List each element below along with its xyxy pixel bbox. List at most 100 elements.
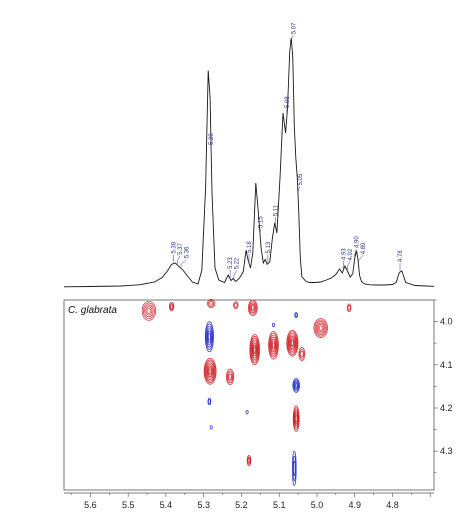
contour-level <box>209 301 214 306</box>
contour-level <box>170 304 173 309</box>
peak-label: 5.13 <box>266 241 272 253</box>
contour-level <box>293 409 299 429</box>
contour-level <box>294 411 299 427</box>
negative-contour-peak <box>292 450 297 487</box>
contour-level <box>250 303 256 312</box>
contour-level <box>288 334 297 352</box>
contour-level <box>142 302 155 319</box>
contour-level <box>205 362 215 381</box>
contour-level <box>169 303 174 310</box>
contour-level <box>246 455 252 467</box>
positive-contour-peak <box>203 357 217 385</box>
spectrum-trace <box>63 37 435 288</box>
contour-level <box>346 303 352 313</box>
contour-level <box>227 372 233 382</box>
contour-level <box>250 337 259 362</box>
contour-level <box>249 334 260 366</box>
x-tick-label: 5.2 <box>235 500 248 510</box>
contour-level <box>225 368 235 386</box>
positive-contour-peak <box>225 368 235 386</box>
contour-level <box>146 307 152 314</box>
negative-contour-peak <box>245 410 249 415</box>
contour-level <box>313 318 328 338</box>
x-axis: 5.6 5.5 5.4 5.3 5.2 5.1 5.0 4.9 4.8 <box>64 492 434 510</box>
positive-contour-peak <box>207 298 216 309</box>
peak-label: 5.23 <box>228 257 234 269</box>
contour-level <box>299 349 305 359</box>
contour-level <box>292 378 300 393</box>
peak-label-leader <box>180 259 187 268</box>
peak-label: 5.11 <box>273 204 279 216</box>
negative-contour-peak <box>209 425 213 430</box>
contour-level <box>145 306 153 316</box>
peak-label: 5.15 <box>258 216 264 228</box>
x-tick-label: 5.6 <box>84 500 97 510</box>
contour-level <box>245 410 249 415</box>
peak-label: 5.18 <box>247 241 253 253</box>
contour-level <box>253 346 256 353</box>
peak-label: 5.07 <box>291 22 297 34</box>
contour-level <box>207 397 212 406</box>
peak-label: 5.05 <box>298 173 304 185</box>
contour-level <box>300 350 304 358</box>
positive-contour-peak <box>249 334 260 366</box>
contour-level <box>249 302 257 314</box>
contour-level <box>269 334 278 356</box>
contour-level <box>293 380 299 391</box>
contour-level <box>292 450 297 487</box>
peak-label: 4.93 <box>341 248 347 260</box>
positive-contour-peak <box>247 299 258 316</box>
contour-level <box>292 455 296 482</box>
positive-contour-peak <box>298 347 306 361</box>
peak-label: 5.28 <box>209 133 215 145</box>
contour-level <box>204 321 214 353</box>
contour-level <box>272 342 275 349</box>
contour-peaks <box>141 298 352 487</box>
positive-contour-peak <box>313 318 328 338</box>
contour-level <box>248 301 257 315</box>
contour-level <box>318 325 323 331</box>
contour-level <box>251 339 259 360</box>
contour-level <box>204 359 216 384</box>
contour-level <box>209 425 213 430</box>
peak-label-leader <box>358 255 364 264</box>
x-tick-label: 4.9 <box>348 500 361 510</box>
contour-level <box>251 305 255 311</box>
contour-level <box>316 322 325 334</box>
contour-level <box>207 367 213 376</box>
contour-level <box>228 373 232 380</box>
y-tick-label: 4.0 <box>440 317 453 327</box>
positive-contour-peak <box>246 455 252 467</box>
contour-level <box>287 332 298 354</box>
contour-level <box>271 340 276 351</box>
contour-level <box>294 382 299 389</box>
x-tick-label: 5.4 <box>160 500 173 510</box>
peak-labels: 5.38 5.37 5.36 5.28 5.23 5.22 5.18 5.15 5.13 5.11… <box>172 22 404 279</box>
contour-level <box>250 336 260 364</box>
contour-level <box>208 300 215 307</box>
contour-level <box>287 331 298 355</box>
contour-level <box>293 460 296 477</box>
contour-level <box>206 364 214 379</box>
contour-level <box>247 458 251 464</box>
contour-level <box>247 299 258 316</box>
peak-label: 5.08 <box>285 96 291 108</box>
x-tick-label: 5.1 <box>273 500 286 510</box>
peak-label-leader <box>354 248 357 257</box>
contour-level <box>292 405 300 432</box>
positive-contour-peak <box>233 301 239 310</box>
contour-level <box>268 332 279 358</box>
positive-contour-peak <box>286 329 299 357</box>
contour-level <box>205 323 214 350</box>
contour-level <box>252 344 257 355</box>
peak-label: 4.78 <box>398 250 404 262</box>
contour-level <box>247 456 251 465</box>
negative-contour-peak <box>294 312 299 319</box>
contour-level <box>294 383 298 388</box>
y-tick-label: 4.1 <box>440 360 453 370</box>
contour-level <box>268 331 279 360</box>
positive-contour-peak <box>268 331 279 360</box>
x-tick-label: 5.0 <box>311 500 324 510</box>
positive-contour-peak <box>346 303 352 313</box>
